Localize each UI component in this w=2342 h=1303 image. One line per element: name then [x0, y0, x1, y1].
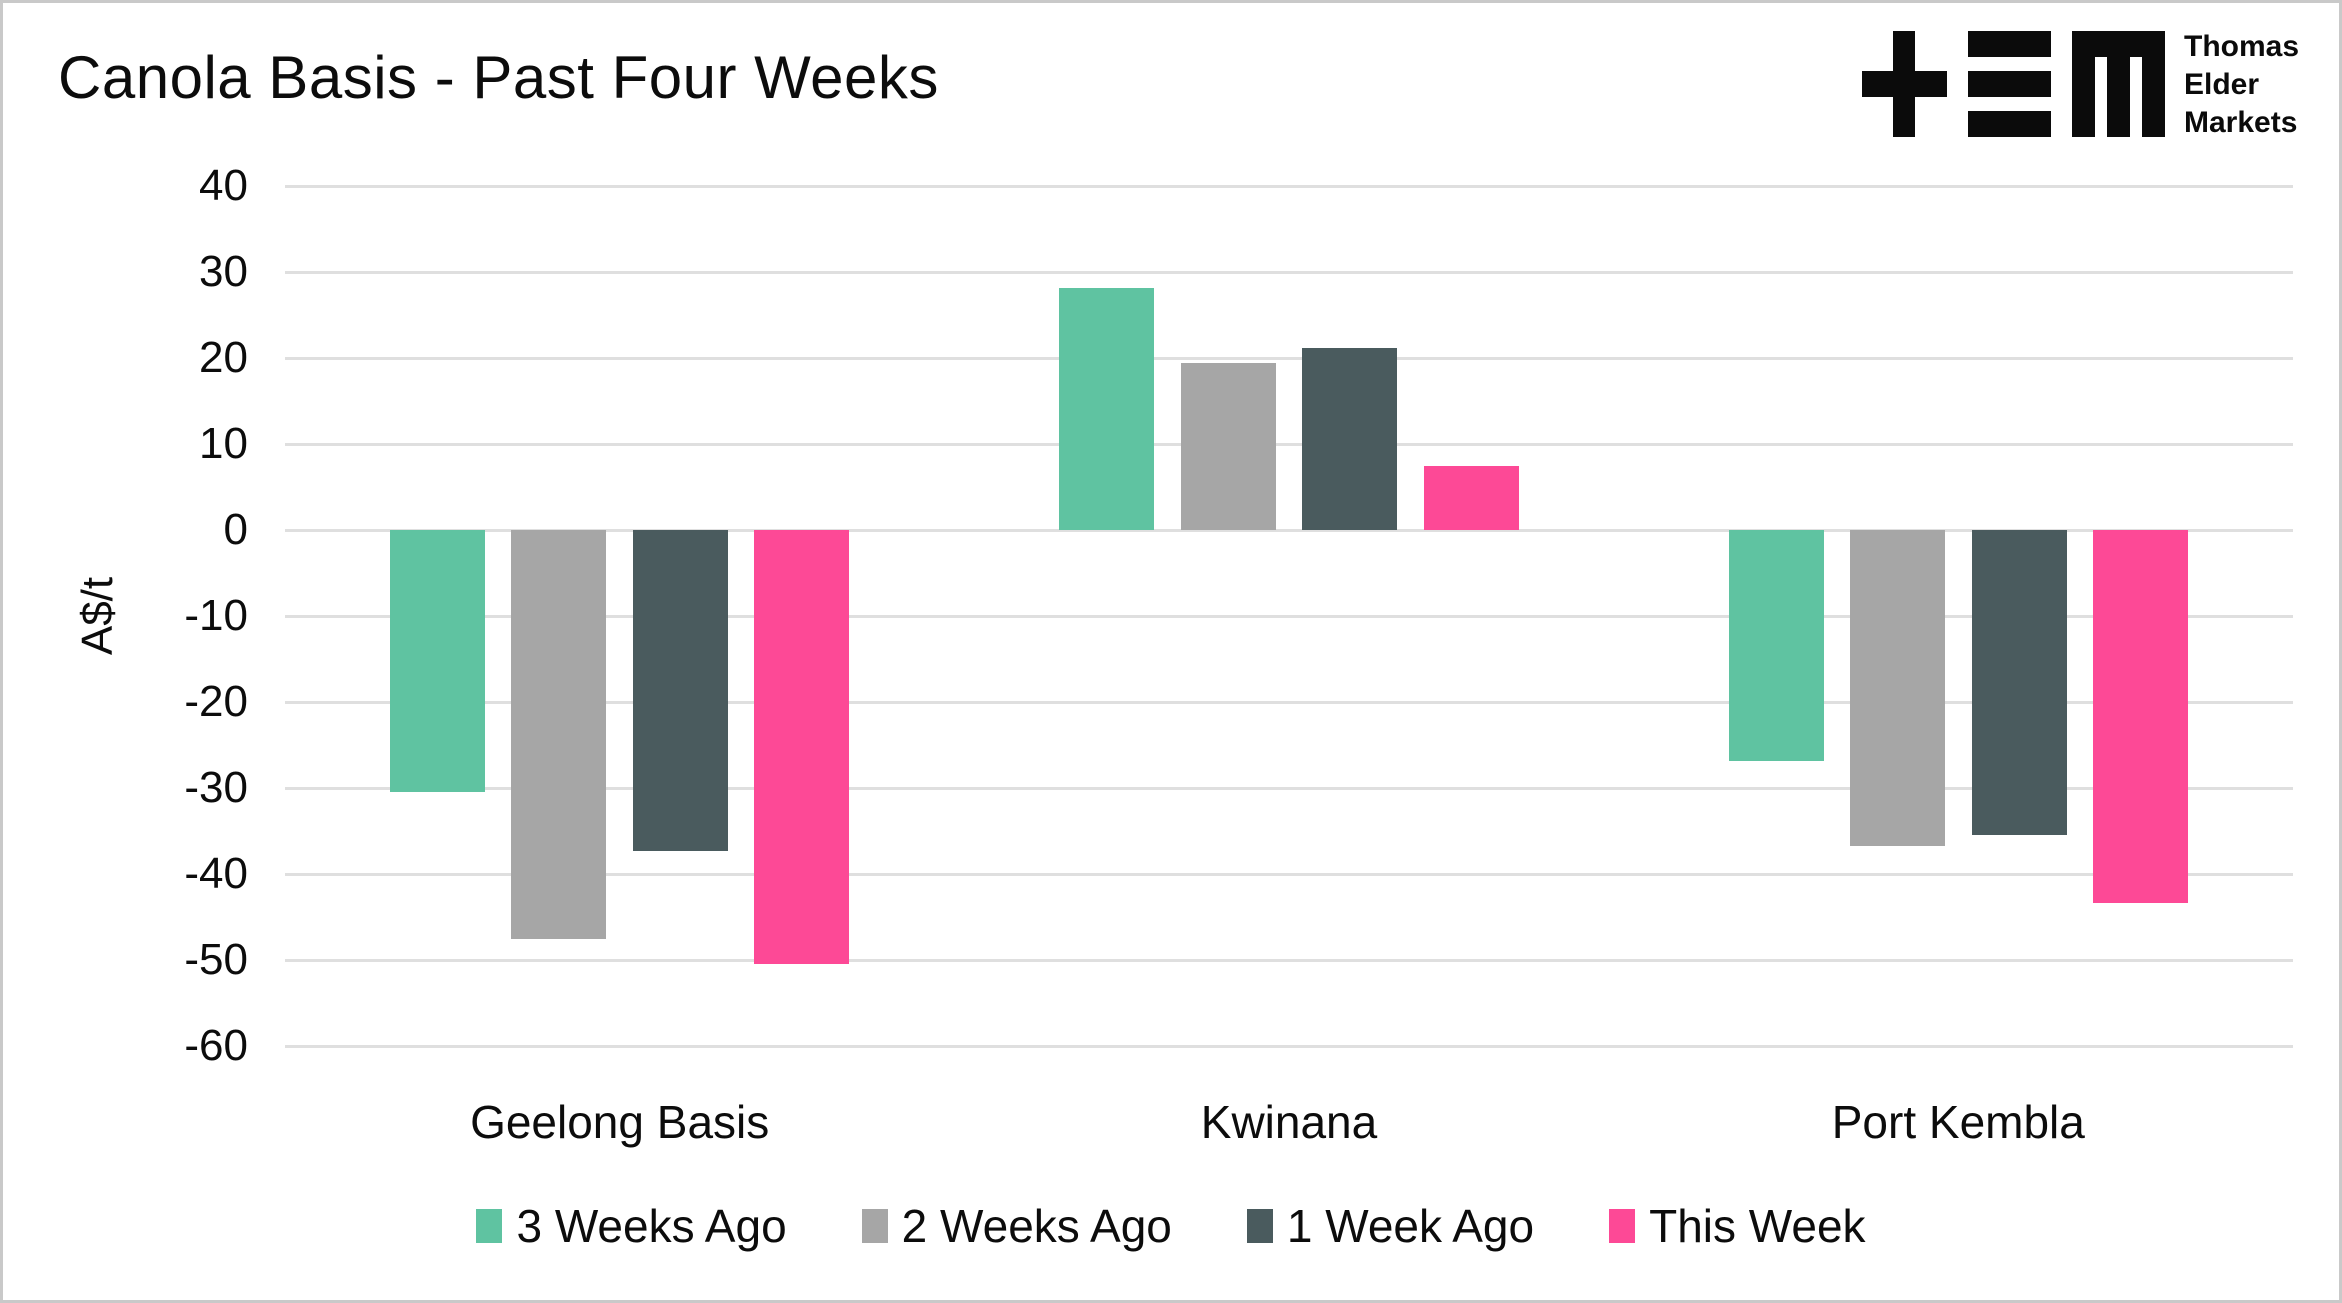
- y-tick-label-30: 30: [199, 247, 248, 296]
- y-tick-label-10: 10: [199, 419, 248, 468]
- tem-logo: Thomas Elder Markets: [1862, 30, 2304, 139]
- gridline-y--20: [285, 700, 2293, 704]
- bar-kwinana-1-week-ago: [1302, 347, 1398, 530]
- bar-port-kembla-this-week: [2093, 530, 2189, 904]
- bar-port-kembla-3-weeks-ago: [1728, 530, 1824, 761]
- gridline-y--50: [285, 958, 2293, 962]
- legend-swatch-icon: [861, 1209, 888, 1243]
- legend-label: This Week: [1649, 1200, 1866, 1252]
- y-tick-label--50: -50: [184, 935, 248, 984]
- gridline-y--10: [285, 614, 2293, 618]
- bar-port-kembla-2-weeks-ago: [1850, 530, 1946, 846]
- legend: 3 Weeks Ago 2 Weeks Ago 1 Week Ago This Wee…: [3, 1199, 2339, 1253]
- y-tick-label--60: -60: [184, 1021, 248, 1070]
- y-tick-label--20: -20: [184, 677, 248, 726]
- legend-item-3-weeks-ago: 3 Weeks Ago: [476, 1199, 787, 1253]
- legend-label: 1 Week Ago: [1286, 1200, 1535, 1252]
- bar-geelong-basis-3-weeks-ago: [389, 530, 485, 793]
- bar-kwinana-3-weeks-ago: [1059, 288, 1155, 530]
- tem-logo-mark: Thomas Elder Markets: [1862, 30, 2299, 139]
- gridline-y--60: [285, 1044, 2293, 1048]
- y-tick-label-0: 0: [223, 505, 248, 554]
- logo-plus-horizontal: [1862, 71, 1947, 97]
- y-tick-label-20: 20: [199, 333, 248, 382]
- logo-bar-top: [1968, 31, 2051, 57]
- gridline-y--30: [285, 786, 2293, 790]
- gridline-y-30: [285, 270, 2293, 274]
- logo-m-leg-middle: [2107, 31, 2130, 137]
- legend-item-2-weeks-ago: 2 Weeks Ago: [861, 1199, 1172, 1253]
- logo-text-line1: Thomas: [2184, 31, 2299, 63]
- bar-geelong-basis-2-weeks-ago: [511, 530, 607, 940]
- legend-label: 2 Weeks Ago: [901, 1200, 1172, 1252]
- legend-swatch-icon: [476, 1209, 503, 1243]
- chart-title: Canola Basis - Past Four Weeks: [58, 44, 939, 111]
- tem-logo-glyphs: [1862, 31, 2165, 137]
- bar-kwinana-this-week: [1423, 466, 1519, 530]
- gridline-y-0: [285, 528, 2293, 532]
- legend-item-this-week: This Week: [1609, 1199, 1866, 1253]
- legend-label: 3 Weeks Ago: [516, 1200, 787, 1252]
- legend-item-1-week-ago: 1 Week Ago: [1246, 1199, 1535, 1253]
- bar-geelong-basis-this-week: [754, 530, 850, 965]
- legend-swatch-icon: [1609, 1209, 1636, 1243]
- logo-text-line3: Markets: [2184, 106, 2297, 137]
- gridline-y--40: [285, 872, 2293, 876]
- gridline-y-20: [285, 356, 2293, 360]
- gridline-y-40: [285, 184, 2293, 188]
- y-tick-label-40: 40: [199, 161, 248, 210]
- logo-m-leg-left: [2072, 31, 2095, 137]
- legend-swatch-icon: [1246, 1209, 1273, 1243]
- y-tick-label--40: -40: [184, 849, 248, 898]
- gridline-y-10: [285, 442, 2293, 446]
- x-category-label-port-kembla: Port Kembla: [1831, 1096, 2085, 1148]
- bar-port-kembla-1-week-ago: [1971, 530, 2067, 836]
- x-category-label-geelong-basis: Geelong Basis: [470, 1096, 770, 1148]
- y-tick-label--10: -10: [184, 591, 248, 640]
- logo-text-line2: Elder: [2184, 68, 2259, 101]
- bar-kwinana-2-weeks-ago: [1180, 363, 1276, 530]
- bar-geelong-basis-1-week-ago: [632, 530, 728, 851]
- logo-bar-middle: [1968, 71, 2051, 97]
- x-category-label-kwinana: Kwinana: [1200, 1096, 1378, 1148]
- logo-m-leg-right: [2142, 31, 2165, 137]
- y-tick-label--30: -30: [184, 763, 248, 812]
- logo-bar-bottom: [1968, 111, 2051, 137]
